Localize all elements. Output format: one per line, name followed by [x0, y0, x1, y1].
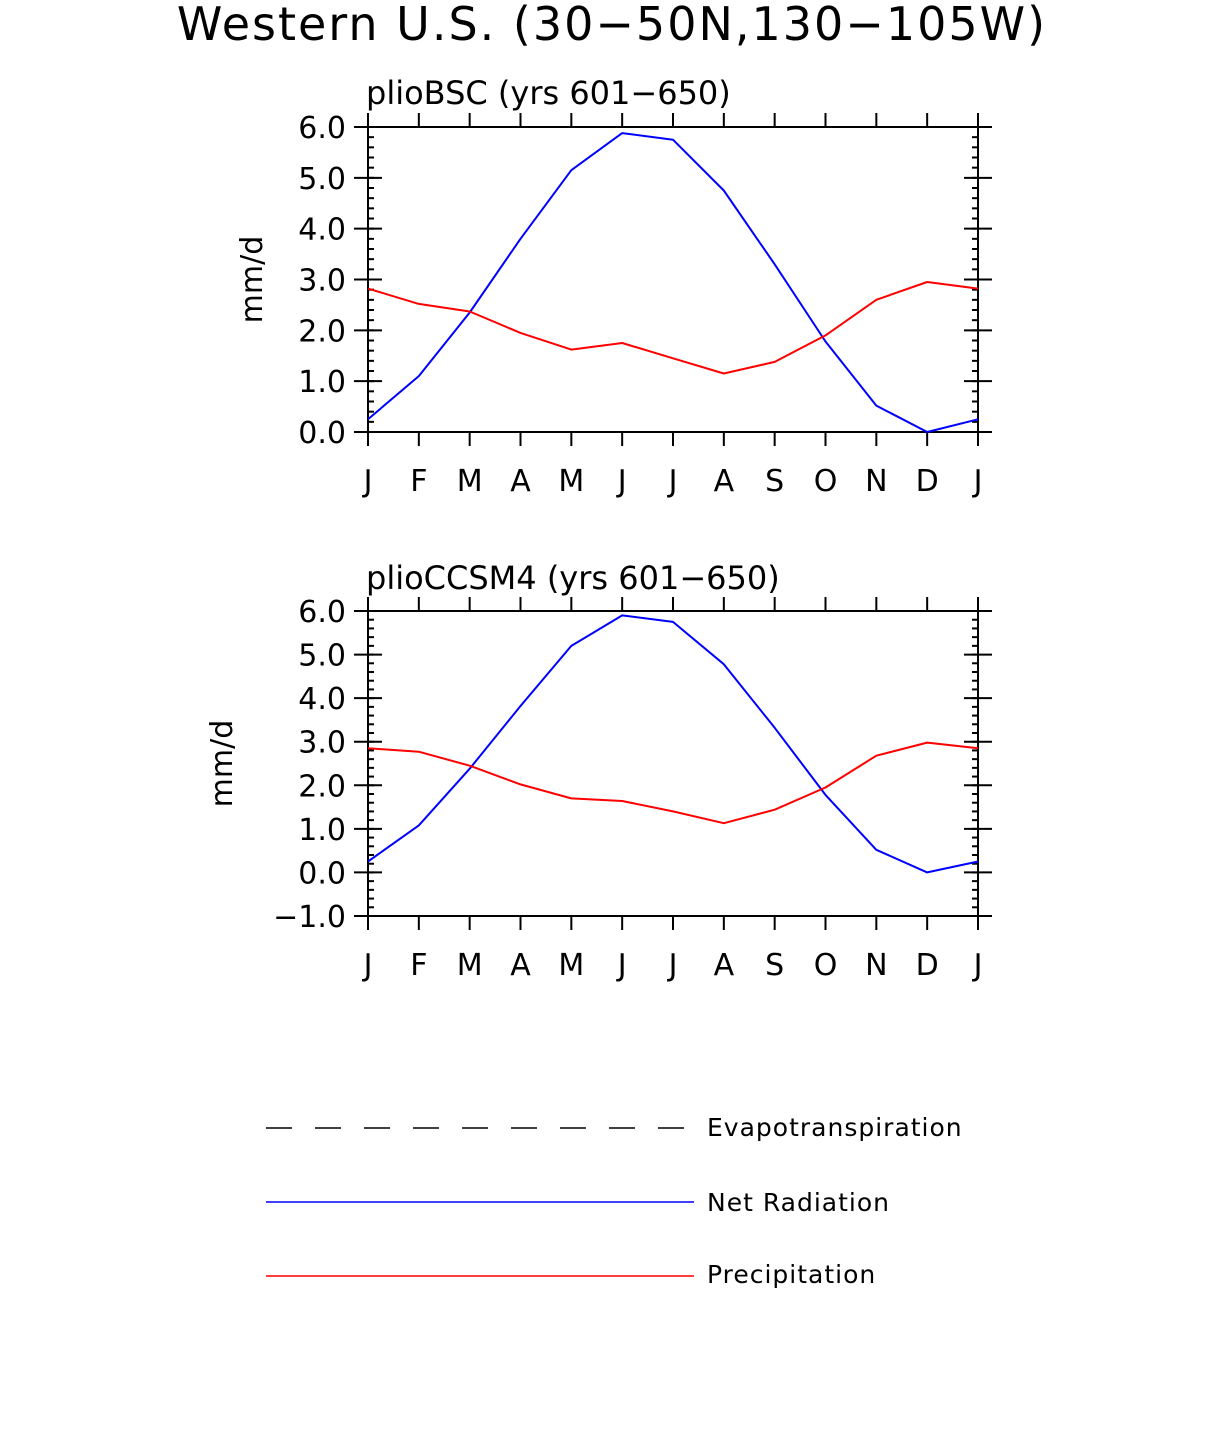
y-tick-label: 5.0: [298, 162, 346, 197]
x-tick-label: A: [510, 948, 531, 983]
x-tick-label: F: [410, 948, 427, 983]
plot-frame: [367, 126, 979, 433]
y-tick-label: 1.0: [298, 813, 346, 848]
y-tick-label: 1.0: [298, 365, 346, 400]
x-tick-label: J: [616, 464, 627, 499]
series-line-precipitation: [367, 281, 979, 375]
x-tick-label: N: [865, 948, 887, 983]
series-line-precipitation: [367, 741, 979, 825]
y-tick-label: 0.0: [298, 856, 346, 891]
x-tick-label: J: [667, 464, 678, 499]
y-axis-label: mm/d: [235, 236, 270, 324]
y-tick-label: −1.0: [273, 900, 346, 935]
y-tick-label: 4.0: [298, 213, 346, 248]
x-tick-label: S: [765, 464, 784, 499]
y-tick-label: 6.0: [298, 111, 346, 146]
panel-title: plioBSC (yrs 601−650): [366, 74, 731, 112]
x-tick-label: M: [558, 948, 584, 983]
x-tick-label: D: [916, 464, 939, 499]
legend-label-evapotranspiration: Evapotranspiration: [707, 1113, 963, 1142]
y-tick-label: 6.0: [298, 595, 346, 630]
y-tick-label: 4.0: [298, 682, 346, 717]
x-tick-label: A: [714, 948, 735, 983]
y-tick-label: 2.0: [298, 769, 346, 804]
x-tick-label: J: [667, 948, 678, 983]
x-tick-label: A: [510, 464, 531, 499]
x-tick-label: A: [714, 464, 735, 499]
legend-label-net-radiation: Net Radiation: [707, 1188, 890, 1217]
x-tick-label: S: [765, 948, 784, 983]
figure-title: Western U.S. (30−50N,130−105W): [177, 0, 1047, 51]
legend: Evapotranspiration Net Radiation Precipi…: [266, 1113, 963, 1289]
y-tick-label: 2.0: [298, 314, 346, 349]
legend-label-precipitation: Precipitation: [707, 1260, 876, 1289]
x-tick-label: O: [814, 464, 838, 499]
x-tick-label: M: [457, 948, 483, 983]
y-tick-label: 3.0: [298, 264, 346, 299]
y-axis-label: mm/d: [205, 720, 240, 808]
x-tick-label: J: [616, 948, 627, 983]
x-tick-label: N: [865, 464, 887, 499]
x-tick-label: J: [362, 948, 373, 983]
series-line-net-radiation: [367, 614, 979, 874]
y-tick-label: 5.0: [298, 639, 346, 674]
x-tick-label: J: [972, 948, 983, 983]
x-tick-label: F: [410, 464, 427, 499]
x-tick-label: M: [558, 464, 584, 499]
y-tick-label: 0.0: [298, 416, 346, 451]
chart-panel-pliobsc: plioBSC (yrs 601−650) 0.0 1.0 2.0 3.0 4.0 5.0 6…: [235, 74, 992, 499]
x-tick-label: J: [362, 464, 373, 499]
x-tick-label: J: [972, 464, 983, 499]
y-tick-label: 3.0: [298, 726, 346, 761]
chart-panel-plioccsm4: plioCCSM4 (yrs 601−650) −1.0 0.0 1.0 2.0 3.0 4…: [205, 559, 992, 983]
x-tick-label: M: [457, 464, 483, 499]
series-line-net-radiation: [367, 132, 979, 433]
x-tick-label: O: [814, 948, 838, 983]
panel-title: plioCCSM4 (yrs 601−650): [366, 559, 780, 597]
x-tick-label: D: [916, 948, 939, 983]
